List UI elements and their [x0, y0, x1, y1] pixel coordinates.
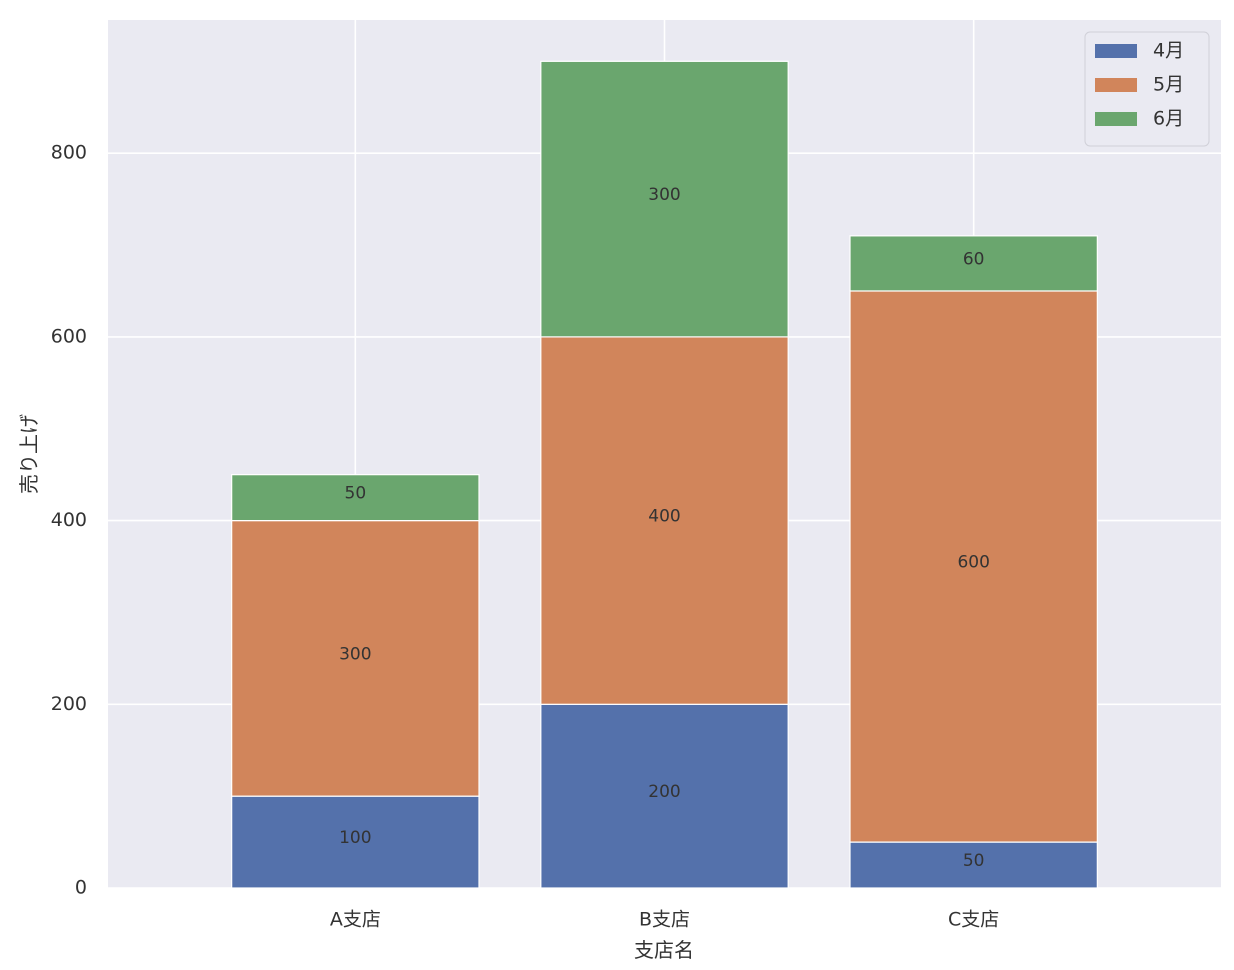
data-label: 600 [957, 553, 989, 573]
bar-segment [849, 290, 1098, 843]
x-tick-labels: A支店 B支店 C支店 [330, 909, 999, 931]
legend-label: 6月 [1153, 108, 1184, 130]
y-tick-label: 0 [75, 877, 87, 899]
bar-segment [231, 519, 480, 797]
data-label: 100 [339, 828, 371, 848]
x-tick-label: B支店 [639, 909, 690, 931]
y-tick-label: 800 [51, 142, 87, 164]
bars [231, 60, 1098, 889]
bar-segment [231, 795, 480, 889]
bar-segment [849, 235, 1098, 292]
data-label: 60 [963, 249, 985, 269]
data-label: 300 [339, 644, 371, 664]
x-tick-label: C支店 [948, 909, 999, 931]
data-label: 400 [648, 507, 680, 527]
bar-segment [540, 60, 789, 338]
data-labels: 100 300 50 200 400 300 50 600 60 [339, 185, 990, 871]
bar-segment [231, 474, 480, 522]
y-tick-label: 400 [51, 509, 87, 531]
x-tick-label: A支店 [330, 909, 381, 931]
legend-label: 5月 [1153, 74, 1184, 96]
y-tick-label: 600 [51, 325, 87, 347]
legend-swatch [1095, 44, 1137, 58]
legend-swatch [1095, 112, 1137, 126]
data-label: 200 [648, 782, 680, 802]
data-label: 50 [345, 484, 367, 504]
bar-segment [540, 336, 789, 705]
legend-swatch [1095, 78, 1137, 92]
y-tick-labels: 0 200 400 600 800 [51, 142, 87, 899]
data-label: 300 [648, 185, 680, 205]
x-axis-title: 支店名 [634, 938, 694, 962]
legend: 4月 5月 6月 [1084, 31, 1210, 147]
y-axis-title: 売り上げ [17, 414, 41, 494]
y-tick-label: 200 [51, 693, 87, 715]
data-label: 50 [963, 851, 985, 871]
legend-label: 4月 [1153, 40, 1184, 62]
bar-segment [540, 703, 789, 889]
